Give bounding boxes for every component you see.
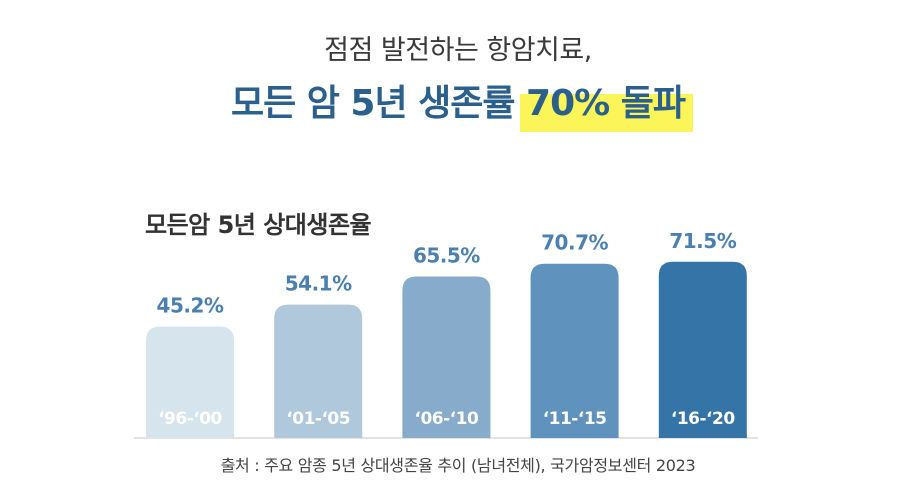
category-label-4: ‘16-‘20	[671, 409, 735, 429]
bar-0	[146, 326, 234, 438]
value-label-2: 65.5%	[413, 244, 480, 268]
headline-main-text: 모든 암 5년 생존률	[231, 83, 527, 124]
category-label-0: ‘96-‘00	[158, 409, 222, 429]
headline-highlight-text: 70% 돌파	[520, 74, 693, 132]
value-label-4: 71.5%	[669, 229, 736, 253]
source-note: 출처 : 주요 암종 5년 상대생존율 추이 (남녀전체), 국가암정보센터 2…	[220, 456, 696, 475]
bar-3	[530, 263, 619, 438]
bar-2	[402, 276, 491, 438]
value-label-0: 45.2%	[157, 294, 224, 318]
category-label-3: ‘11-‘15	[543, 409, 607, 429]
value-label-3: 70.7%	[541, 231, 608, 255]
bar-1	[274, 304, 363, 438]
chart-title: 모든암 5년 상대생존율	[145, 211, 372, 239]
headline-line1: 점점 발전하는 항암치료,	[324, 35, 592, 66]
category-label-1: ‘01-‘05	[286, 409, 350, 429]
headline-line2: 모든 암 5년 생존률 70% 돌파	[0, 74, 916, 132]
bar-4	[658, 261, 747, 438]
category-label-2: ‘06-‘10	[415, 409, 479, 429]
value-label-1: 54.1%	[285, 272, 352, 296]
